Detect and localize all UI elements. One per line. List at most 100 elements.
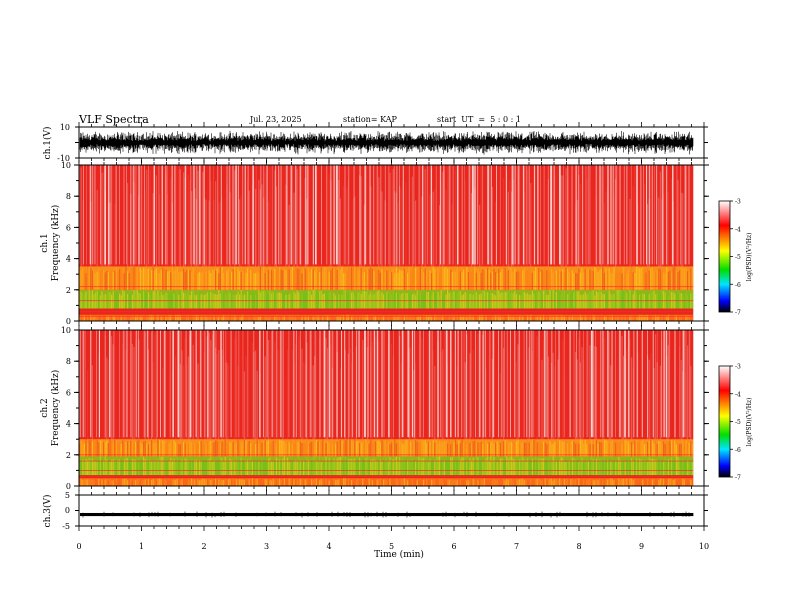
spec-streak [248,269,250,290]
spec-streak [191,291,193,309]
spec-streak [328,480,330,486]
spec-streak [87,294,89,309]
spec-streak [375,479,377,486]
spec-streak [339,290,341,309]
spec-streak [399,457,401,476]
spec-impulse [640,165,642,265]
spec-streak [199,315,201,321]
spec-streak [520,457,522,476]
spec-streak [427,461,429,476]
spec-streak [240,340,242,440]
spec-streak [247,268,249,290]
spec-streak [379,316,381,321]
spec-streak [213,270,215,290]
spec-streak [392,316,394,321]
spec-streak [589,478,591,486]
spec-streak [111,480,113,486]
spec-streak [159,330,161,440]
spec-streak [487,342,489,440]
spec-streak [387,184,389,267]
spec-streak [528,460,530,476]
spec-streak [675,315,677,321]
spec-streak [135,459,137,476]
spec-streak [389,271,391,290]
spec-streak [631,478,633,486]
spec-streak [96,189,98,267]
spec-impulse [179,165,180,265]
spec-streak [379,272,381,290]
spec-streak [357,271,359,290]
spec-impulse [408,165,410,265]
spec-impulse [468,165,471,265]
spec-streak [621,316,623,321]
spec-streak [483,291,485,309]
spec-streak [471,334,473,440]
spec-streak [690,268,692,290]
spec-streak [303,443,305,457]
spec-streak [392,290,394,309]
spec-streak [655,182,657,267]
spec-streak [685,372,687,440]
spec-streak [360,176,362,267]
spec-streak [130,295,132,309]
spec-streak [352,198,354,267]
spec-streak [120,443,122,457]
spec-streak [143,316,145,321]
spec-streak [195,314,197,321]
spec-streak [314,176,316,267]
spec-streak [96,271,98,290]
spec-impulse [226,165,228,265]
spec-streak [96,359,98,440]
spec-streak [687,294,689,309]
spec-streak [336,316,338,321]
spec-impulse [312,165,314,265]
spec-streak [400,363,402,440]
spec-streak [467,440,469,457]
spec-streak [509,179,511,267]
spec-streak [683,315,685,321]
spec-streak [280,195,282,267]
spec-streak [239,315,241,321]
spec-streak [136,460,138,475]
spec-streak [573,441,575,457]
spec-impulse [656,165,658,265]
spec-streak [439,205,441,267]
spec-streak [123,440,125,457]
spec-streak [299,441,301,457]
spec-streak [264,315,266,321]
spec-streak [570,315,572,321]
spec-streak [112,272,114,290]
spec-streak [133,315,135,321]
spec-streak [375,316,377,321]
spec-streak [549,458,551,475]
spec-streak [224,456,226,475]
spec-streak [187,444,189,457]
spec-streak [189,295,191,309]
spec-streak [384,291,386,309]
spec-streak [371,341,373,440]
spec-streak [619,442,621,457]
spec-streak [645,444,647,457]
spec-streak [226,479,228,486]
spec-streak [400,441,402,457]
spec-streak [637,203,639,267]
spec-streak [445,294,447,309]
spec-streak [295,480,297,486]
spec-streak [365,269,367,290]
spec-streak [130,194,132,267]
spec-impulse [672,165,674,265]
spec-streak [495,295,497,309]
spec-streak [514,440,516,457]
spec-streak [472,294,474,309]
spec-streak [109,202,111,267]
spec-impulse [143,330,146,438]
spec-streak [133,459,135,475]
spec-streak [432,315,434,321]
spec-streak [632,294,634,309]
spec-streak [119,478,121,486]
spec-streak [323,478,325,486]
spec-impulse [220,330,223,438]
spec-streak [586,269,588,290]
time-axis: 0 1 2 3 4 5 6 7 8 9 10 [76,122,709,551]
spec-streak [357,178,359,267]
